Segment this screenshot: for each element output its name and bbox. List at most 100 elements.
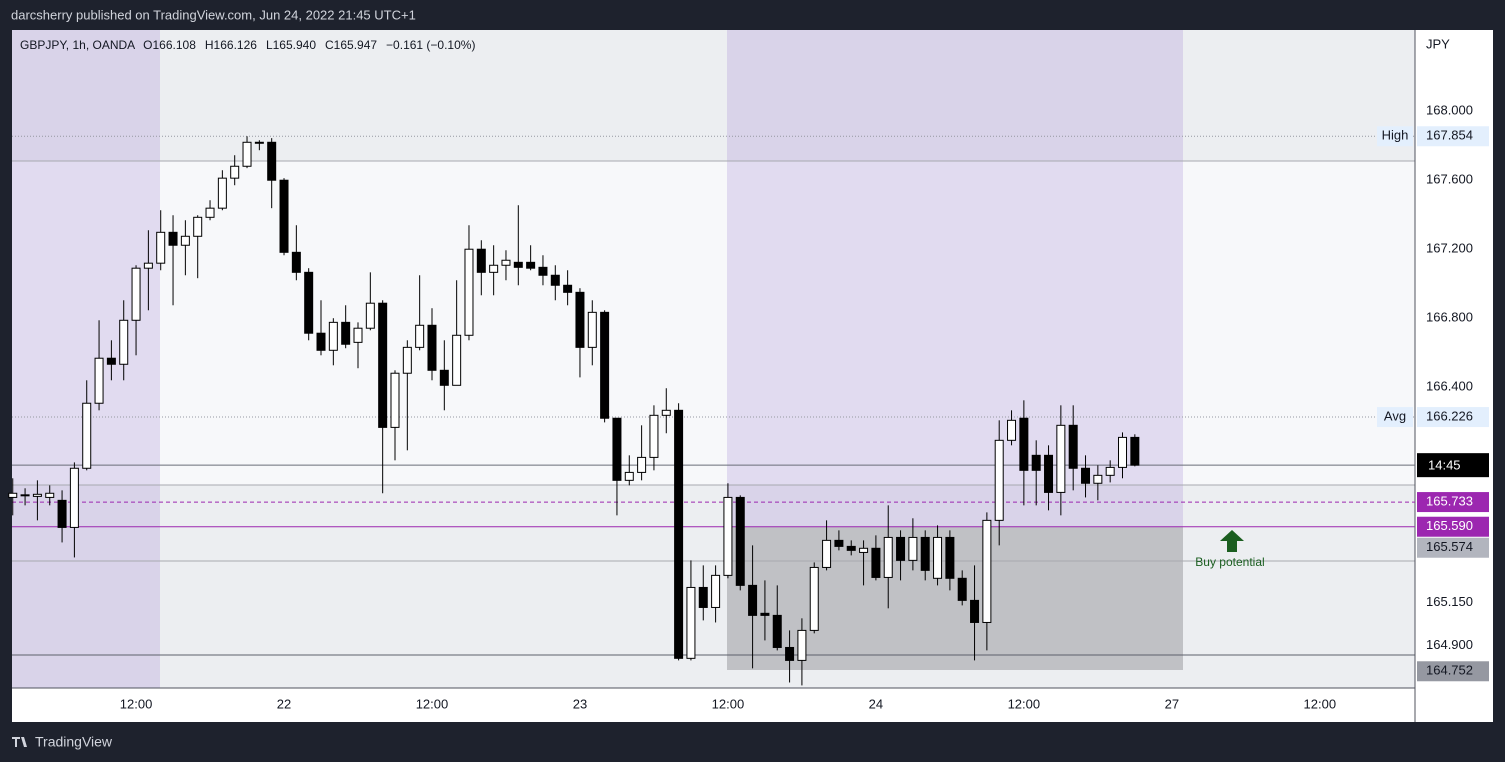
candle-body bbox=[563, 284, 573, 293]
price-label-bg bbox=[1417, 126, 1489, 147]
price-label: 166.226 bbox=[1426, 408, 1473, 423]
candle-body bbox=[427, 324, 437, 371]
candle-body bbox=[982, 519, 992, 623]
candle-body bbox=[378, 302, 388, 428]
symbol: GBPJPY, 1h, OANDA bbox=[20, 38, 135, 52]
candle-body bbox=[205, 207, 215, 218]
candle-body bbox=[970, 599, 980, 623]
header: darcsherry published on TradingView.com,… bbox=[11, 7, 416, 22]
candle-body bbox=[1081, 467, 1091, 484]
candle-body bbox=[242, 141, 252, 167]
y-tick-label: 166.800 bbox=[1426, 309, 1473, 324]
legend: GBPJPY, 1h, OANDA O166.108 H166.126 L165.9… bbox=[20, 38, 475, 52]
x-tick-label: 23 bbox=[573, 696, 587, 711]
range-box bbox=[727, 527, 1183, 670]
range-band bbox=[12, 161, 1415, 485]
x-tick-label: 12:00 bbox=[120, 696, 153, 711]
candle-body bbox=[698, 586, 708, 608]
candle-body bbox=[957, 577, 967, 601]
candle-body bbox=[822, 539, 832, 568]
price-label: 165.733 bbox=[1426, 494, 1473, 509]
candle-body bbox=[143, 262, 153, 269]
annotation: Buy potential bbox=[1195, 555, 1264, 569]
price-label-bg bbox=[1417, 661, 1489, 682]
price-label: 165.574 bbox=[1426, 539, 1473, 554]
candle-body bbox=[1019, 417, 1029, 471]
candle-body bbox=[106, 357, 116, 365]
x-tick-label: 12:00 bbox=[1304, 696, 1337, 711]
arrow-up bbox=[1220, 530, 1244, 552]
candle-body bbox=[945, 536, 955, 579]
candle-body bbox=[69, 467, 79, 528]
session-zone bbox=[727, 30, 1183, 527]
candle-body bbox=[57, 499, 67, 528]
candle-body bbox=[1068, 424, 1078, 469]
candle-body bbox=[674, 409, 684, 659]
candle-body bbox=[341, 321, 351, 345]
candle-body bbox=[45, 492, 55, 498]
candle-body bbox=[772, 614, 782, 648]
y-axis-label: JPY bbox=[1426, 36, 1450, 51]
candle-body bbox=[1118, 436, 1128, 468]
candle-body bbox=[1093, 474, 1103, 484]
candle-body bbox=[711, 574, 721, 608]
y-tick-label: 166.400 bbox=[1426, 378, 1473, 393]
candle-body bbox=[920, 536, 930, 571]
candle-body bbox=[513, 261, 523, 268]
y-tick-label: 165.150 bbox=[1426, 594, 1473, 609]
candle-body bbox=[353, 327, 363, 343]
candle-body bbox=[20, 494, 30, 497]
candle-body bbox=[661, 409, 671, 416]
price-label-bg bbox=[1417, 537, 1489, 558]
candle-body bbox=[180, 235, 190, 246]
candle-body bbox=[304, 271, 314, 334]
candle-body bbox=[624, 471, 634, 481]
price-label-bg bbox=[1417, 516, 1489, 537]
candle-body bbox=[328, 321, 338, 351]
candle-body bbox=[1031, 454, 1041, 471]
x-tick-label: 12:00 bbox=[1008, 696, 1041, 711]
candle-body bbox=[415, 324, 425, 348]
price-label: 164.752 bbox=[1426, 663, 1473, 678]
candle-body bbox=[452, 334, 462, 386]
y-tick-label: 167.200 bbox=[1426, 240, 1473, 255]
candle-body bbox=[686, 586, 696, 659]
countdown: 14:45 bbox=[1428, 458, 1461, 473]
candle-body bbox=[193, 216, 203, 237]
candle-body bbox=[526, 261, 536, 269]
candle-body bbox=[859, 547, 869, 553]
candle-body bbox=[1007, 419, 1017, 441]
candle-body bbox=[612, 417, 622, 481]
candle-body bbox=[1056, 424, 1066, 493]
price-label: 165.590 bbox=[1426, 518, 1473, 533]
candle-body bbox=[896, 536, 906, 561]
candle-body bbox=[846, 545, 856, 551]
candle-body bbox=[94, 357, 104, 404]
candle-body bbox=[217, 177, 227, 209]
candle-body bbox=[797, 629, 807, 661]
candle-body bbox=[550, 274, 560, 286]
legend-value: L165.940 bbox=[266, 38, 316, 52]
candle-body bbox=[871, 547, 881, 578]
legend-value: H166.126 bbox=[205, 38, 257, 52]
x-tick-label: 27 bbox=[1165, 696, 1179, 711]
candle-body bbox=[439, 369, 449, 386]
candle-body bbox=[785, 646, 795, 661]
x-tick-label: 12:00 bbox=[712, 696, 745, 711]
footer: TradingView bbox=[35, 734, 113, 750]
candle-body bbox=[119, 319, 129, 365]
level-name: Avg bbox=[1384, 408, 1406, 423]
candle-body bbox=[1105, 466, 1115, 476]
candle-body bbox=[883, 536, 893, 578]
candle-body bbox=[723, 496, 733, 576]
candle-body bbox=[365, 302, 375, 329]
candle-body bbox=[994, 439, 1004, 521]
price-label-bg bbox=[1417, 407, 1489, 428]
candle-body bbox=[1130, 436, 1140, 466]
candle-body bbox=[735, 496, 745, 586]
y-tick-label: 168.000 bbox=[1426, 103, 1473, 118]
candle-body bbox=[637, 456, 647, 473]
level-name-bg bbox=[1377, 126, 1413, 147]
candle-body bbox=[809, 566, 819, 631]
